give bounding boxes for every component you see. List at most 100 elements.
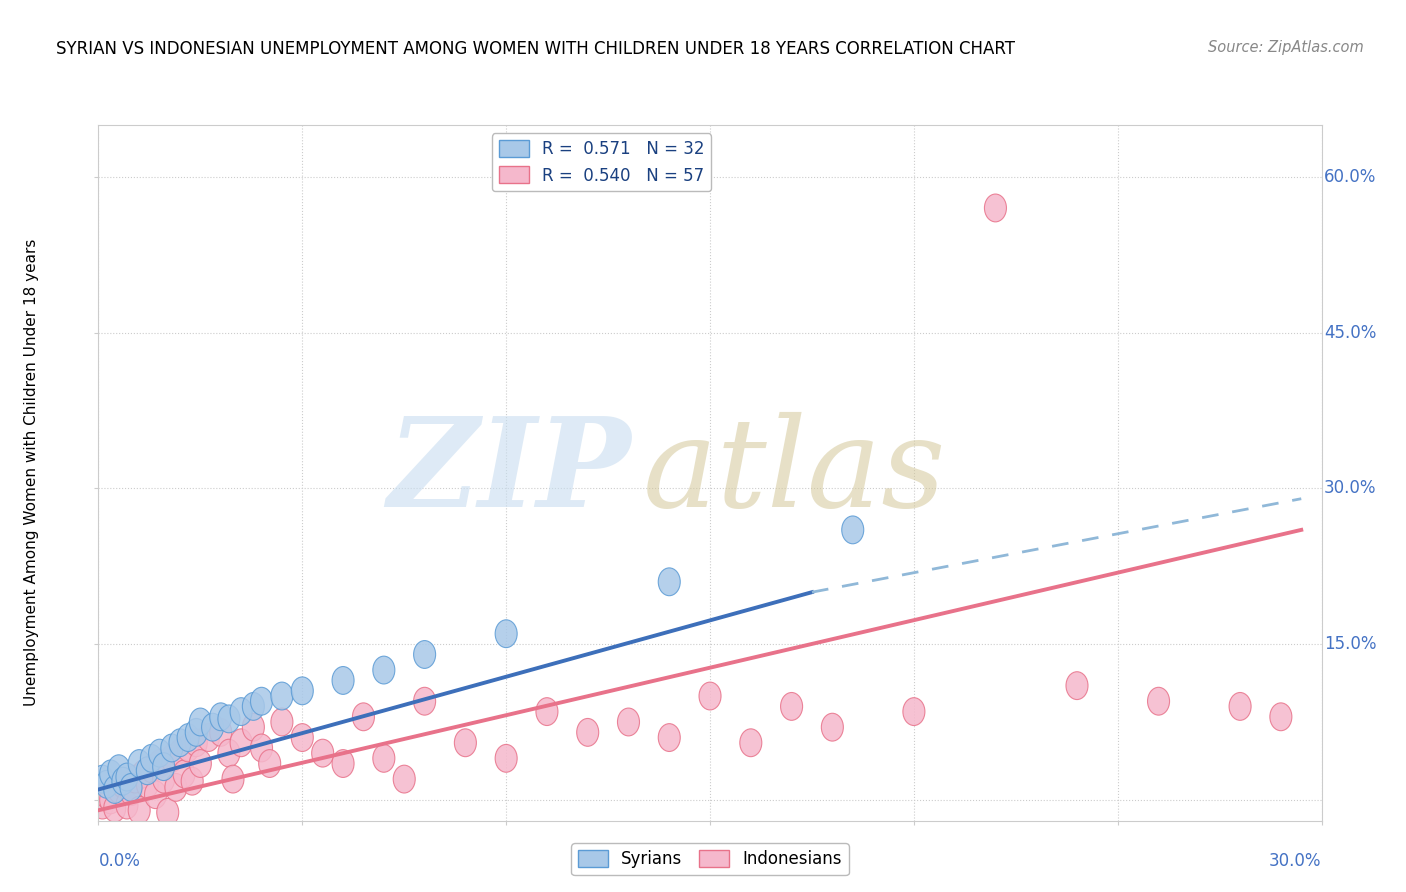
Ellipse shape bbox=[454, 729, 477, 756]
Ellipse shape bbox=[1147, 688, 1170, 715]
Ellipse shape bbox=[120, 778, 142, 805]
Ellipse shape bbox=[332, 666, 354, 694]
Ellipse shape bbox=[173, 760, 195, 788]
Ellipse shape bbox=[108, 755, 129, 782]
Ellipse shape bbox=[153, 753, 174, 780]
Ellipse shape bbox=[96, 780, 118, 808]
Ellipse shape bbox=[124, 765, 146, 793]
Ellipse shape bbox=[291, 723, 314, 751]
Ellipse shape bbox=[190, 708, 211, 736]
Text: ZIP: ZIP bbox=[387, 412, 630, 533]
Ellipse shape bbox=[181, 767, 204, 795]
Ellipse shape bbox=[242, 692, 264, 721]
Ellipse shape bbox=[271, 708, 292, 736]
Text: 15.0%: 15.0% bbox=[1324, 635, 1376, 653]
Ellipse shape bbox=[190, 749, 211, 778]
Ellipse shape bbox=[115, 764, 138, 791]
Ellipse shape bbox=[658, 568, 681, 596]
Ellipse shape bbox=[617, 708, 640, 736]
Text: 30.0%: 30.0% bbox=[1324, 479, 1376, 498]
Ellipse shape bbox=[91, 765, 114, 793]
Ellipse shape bbox=[136, 757, 159, 785]
Ellipse shape bbox=[658, 723, 681, 751]
Ellipse shape bbox=[115, 791, 138, 819]
Ellipse shape bbox=[394, 765, 415, 793]
Ellipse shape bbox=[197, 723, 219, 751]
Ellipse shape bbox=[231, 729, 252, 756]
Ellipse shape bbox=[201, 714, 224, 741]
Ellipse shape bbox=[218, 739, 240, 767]
Ellipse shape bbox=[186, 729, 207, 756]
Ellipse shape bbox=[128, 749, 150, 778]
Text: 45.0%: 45.0% bbox=[1324, 324, 1376, 342]
Ellipse shape bbox=[132, 760, 155, 788]
Ellipse shape bbox=[104, 794, 125, 822]
Ellipse shape bbox=[177, 723, 200, 751]
Ellipse shape bbox=[250, 688, 273, 715]
Text: 0.0%: 0.0% bbox=[98, 852, 141, 870]
Ellipse shape bbox=[373, 657, 395, 684]
Legend: Syrians, Indonesians: Syrians, Indonesians bbox=[571, 844, 849, 875]
Ellipse shape bbox=[160, 734, 183, 762]
Ellipse shape bbox=[100, 760, 122, 788]
Ellipse shape bbox=[112, 771, 134, 798]
Ellipse shape bbox=[108, 775, 129, 804]
Ellipse shape bbox=[353, 703, 374, 731]
Ellipse shape bbox=[821, 714, 844, 741]
Ellipse shape bbox=[1066, 672, 1088, 699]
Ellipse shape bbox=[413, 688, 436, 715]
Ellipse shape bbox=[169, 729, 191, 756]
Text: Source: ZipAtlas.com: Source: ZipAtlas.com bbox=[1208, 40, 1364, 55]
Ellipse shape bbox=[576, 718, 599, 747]
Ellipse shape bbox=[160, 745, 183, 772]
Ellipse shape bbox=[96, 771, 118, 798]
Ellipse shape bbox=[141, 755, 163, 782]
Ellipse shape bbox=[141, 745, 163, 772]
Ellipse shape bbox=[250, 734, 273, 762]
Ellipse shape bbox=[218, 705, 240, 733]
Ellipse shape bbox=[128, 797, 150, 824]
Text: SYRIAN VS INDONESIAN UNEMPLOYMENT AMONG WOMEN WITH CHILDREN UNDER 18 YEARS CORRE: SYRIAN VS INDONESIAN UNEMPLOYMENT AMONG … bbox=[56, 40, 1015, 58]
Ellipse shape bbox=[1270, 703, 1292, 731]
Ellipse shape bbox=[120, 773, 142, 801]
Ellipse shape bbox=[332, 749, 354, 778]
Ellipse shape bbox=[312, 739, 333, 767]
Ellipse shape bbox=[271, 682, 292, 710]
Ellipse shape bbox=[156, 798, 179, 826]
Text: 30.0%: 30.0% bbox=[1270, 852, 1322, 870]
Ellipse shape bbox=[104, 775, 125, 804]
Ellipse shape bbox=[373, 745, 395, 772]
Ellipse shape bbox=[91, 791, 114, 819]
Ellipse shape bbox=[209, 703, 232, 731]
Ellipse shape bbox=[842, 516, 863, 544]
Ellipse shape bbox=[495, 620, 517, 648]
Ellipse shape bbox=[740, 729, 762, 756]
Ellipse shape bbox=[222, 765, 245, 793]
Ellipse shape bbox=[242, 714, 264, 741]
Ellipse shape bbox=[186, 718, 207, 747]
Ellipse shape bbox=[100, 786, 122, 814]
Text: atlas: atlas bbox=[643, 412, 946, 533]
Ellipse shape bbox=[169, 739, 191, 767]
Ellipse shape bbox=[291, 677, 314, 705]
Ellipse shape bbox=[136, 771, 159, 798]
Ellipse shape bbox=[536, 698, 558, 725]
Ellipse shape bbox=[209, 718, 232, 747]
Ellipse shape bbox=[495, 745, 517, 772]
Ellipse shape bbox=[149, 739, 170, 767]
Ellipse shape bbox=[413, 640, 436, 668]
Ellipse shape bbox=[903, 698, 925, 725]
Ellipse shape bbox=[165, 773, 187, 801]
Ellipse shape bbox=[1229, 692, 1251, 721]
Ellipse shape bbox=[231, 698, 252, 725]
Text: 60.0%: 60.0% bbox=[1324, 168, 1376, 186]
Ellipse shape bbox=[259, 749, 281, 778]
Text: Unemployment Among Women with Children Under 18 years: Unemployment Among Women with Children U… bbox=[24, 239, 38, 706]
Ellipse shape bbox=[780, 692, 803, 721]
Ellipse shape bbox=[145, 780, 166, 808]
Ellipse shape bbox=[112, 767, 134, 795]
Ellipse shape bbox=[153, 765, 174, 793]
Ellipse shape bbox=[177, 734, 200, 762]
Ellipse shape bbox=[149, 749, 170, 778]
Ellipse shape bbox=[699, 682, 721, 710]
